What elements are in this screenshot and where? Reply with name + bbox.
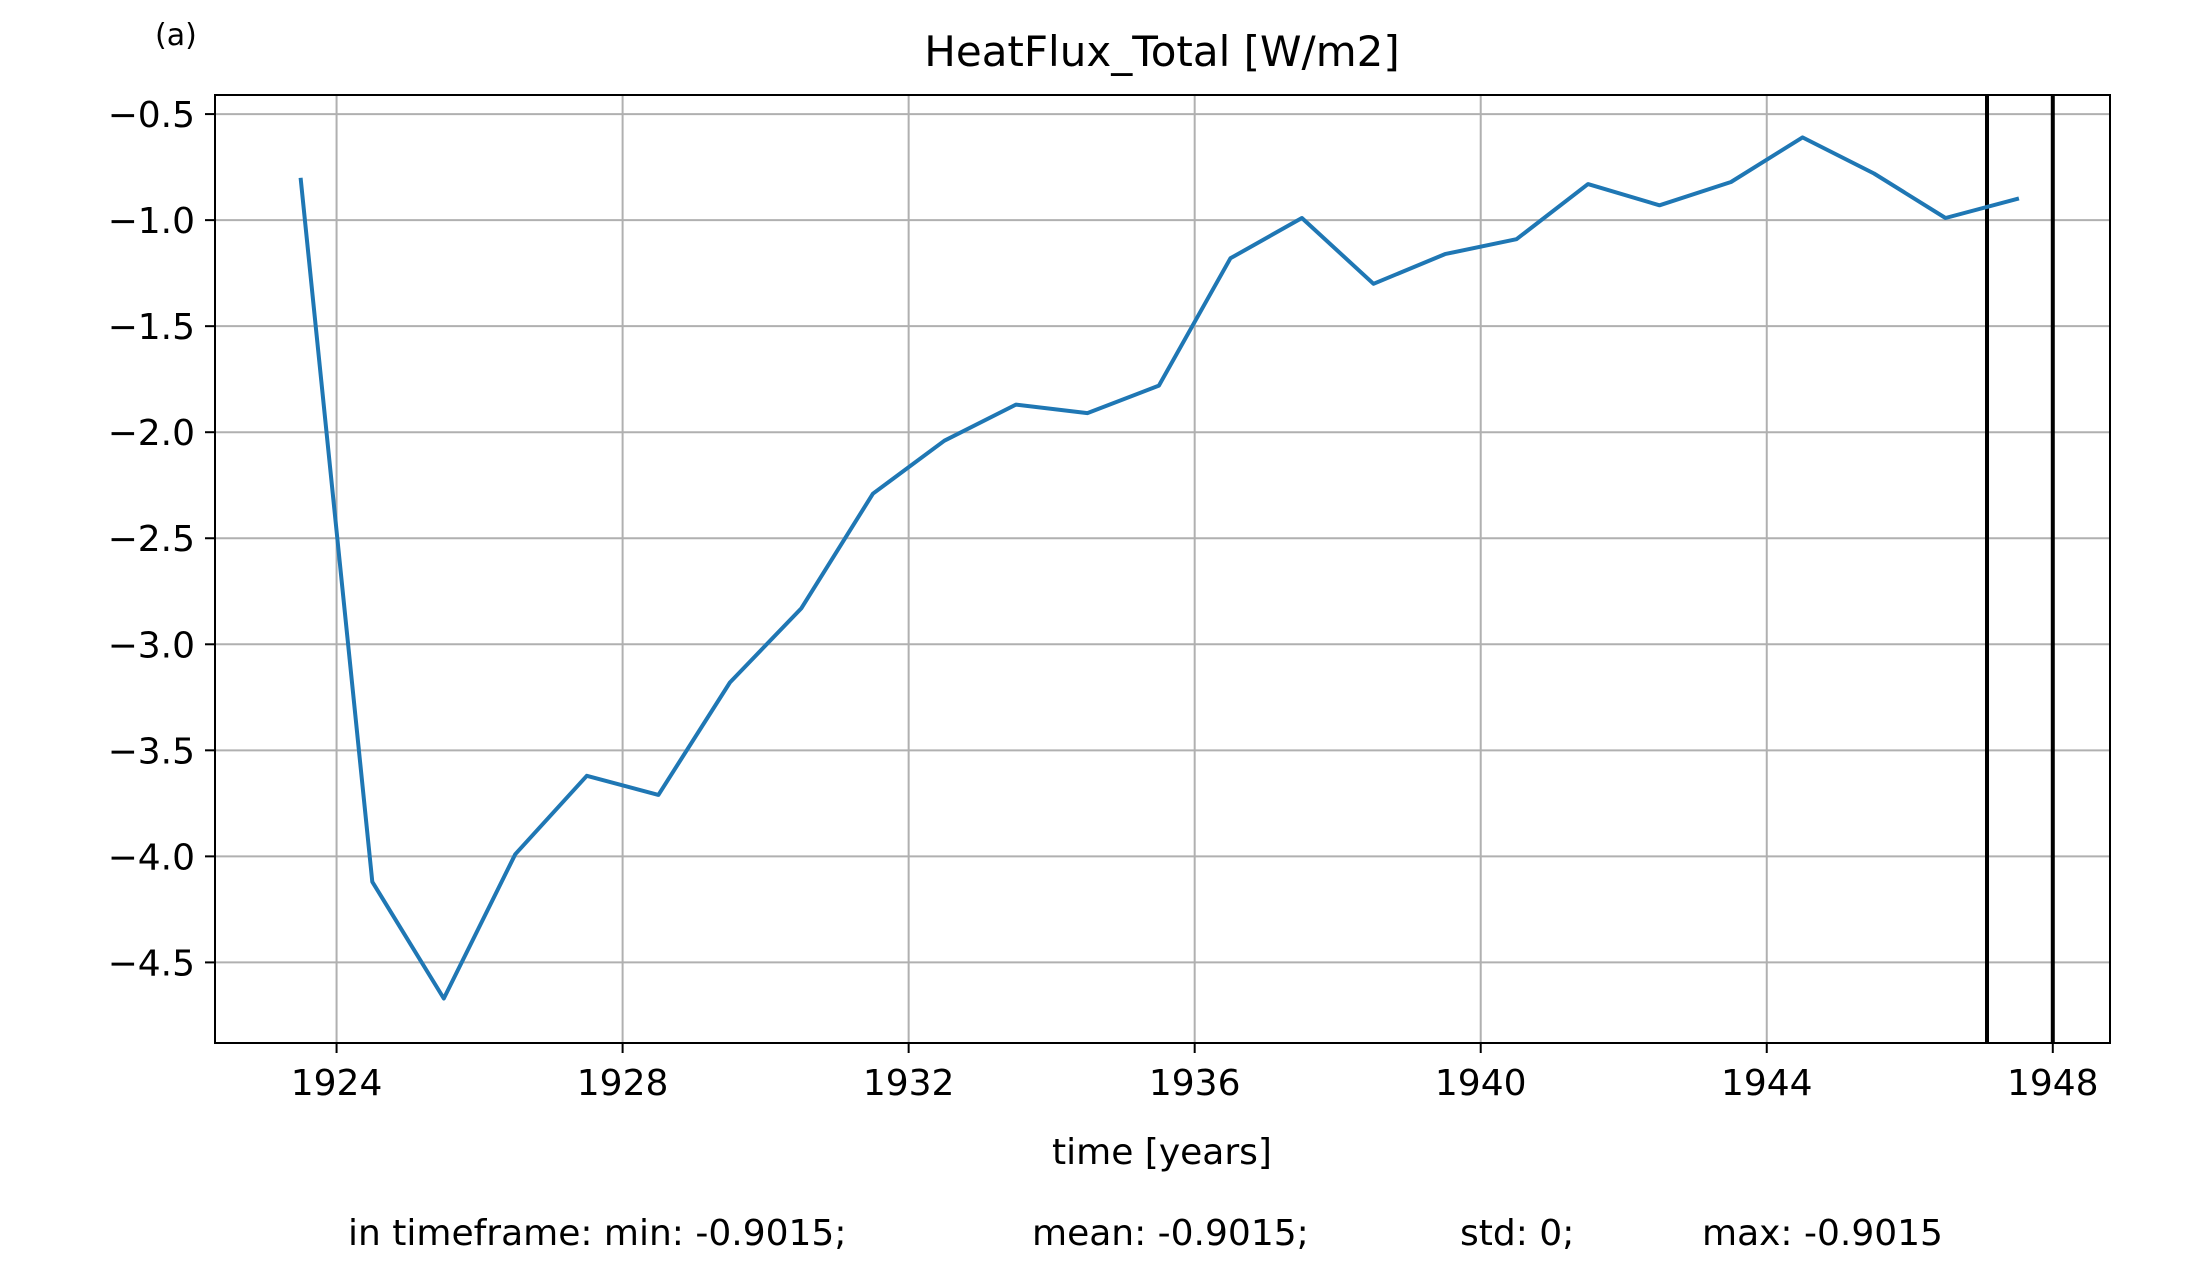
series-line [298,135,2020,1001]
y-tick-label: −1.5 [108,307,195,348]
x-tick-label: 1948 [2007,1063,2099,1104]
y-tick-label: −2.5 [108,519,195,560]
y-tick-label: −4.5 [108,943,195,984]
y-tick-label: −3.0 [108,625,195,666]
stat-min: in timeframe: min: -0.9015; [348,1213,846,1254]
y-tick-label: −2.0 [108,413,195,454]
y-tick-label: −1.0 [108,201,195,242]
stat-max: max: -0.9015 [1702,1213,1943,1254]
stat-std: std: 0; [1460,1213,1574,1254]
x-tick-label: 1928 [577,1063,669,1104]
x-tick-label: 1932 [863,1063,955,1104]
series-layer [298,135,2020,1001]
x-axis-label: time [years] [1052,1132,1272,1173]
grid-layer [215,95,2110,1043]
y-tick-label: −4.0 [108,837,195,878]
x-tick-label: 1944 [1721,1063,1813,1104]
x-tick-label: 1936 [1149,1063,1241,1104]
y-tick-label: −3.5 [108,731,195,772]
panel-label: (a) [155,18,197,53]
vertical-lines-layer [1985,95,2055,1043]
x-tick-label: 1940 [1435,1063,1527,1104]
x-tick-label: 1924 [291,1063,383,1104]
stat-mean: mean: -0.9015; [1032,1213,1309,1254]
chart-title: HeatFlux_Total [W/m2] [924,27,1399,76]
plot-frame [214,94,2111,1044]
tick-layer: 1924 1928 1932 1936 1940 1944 1948 −0.5 −1.0 −1.5… [108,95,2099,1104]
y-tick-label: −0.5 [108,95,195,136]
